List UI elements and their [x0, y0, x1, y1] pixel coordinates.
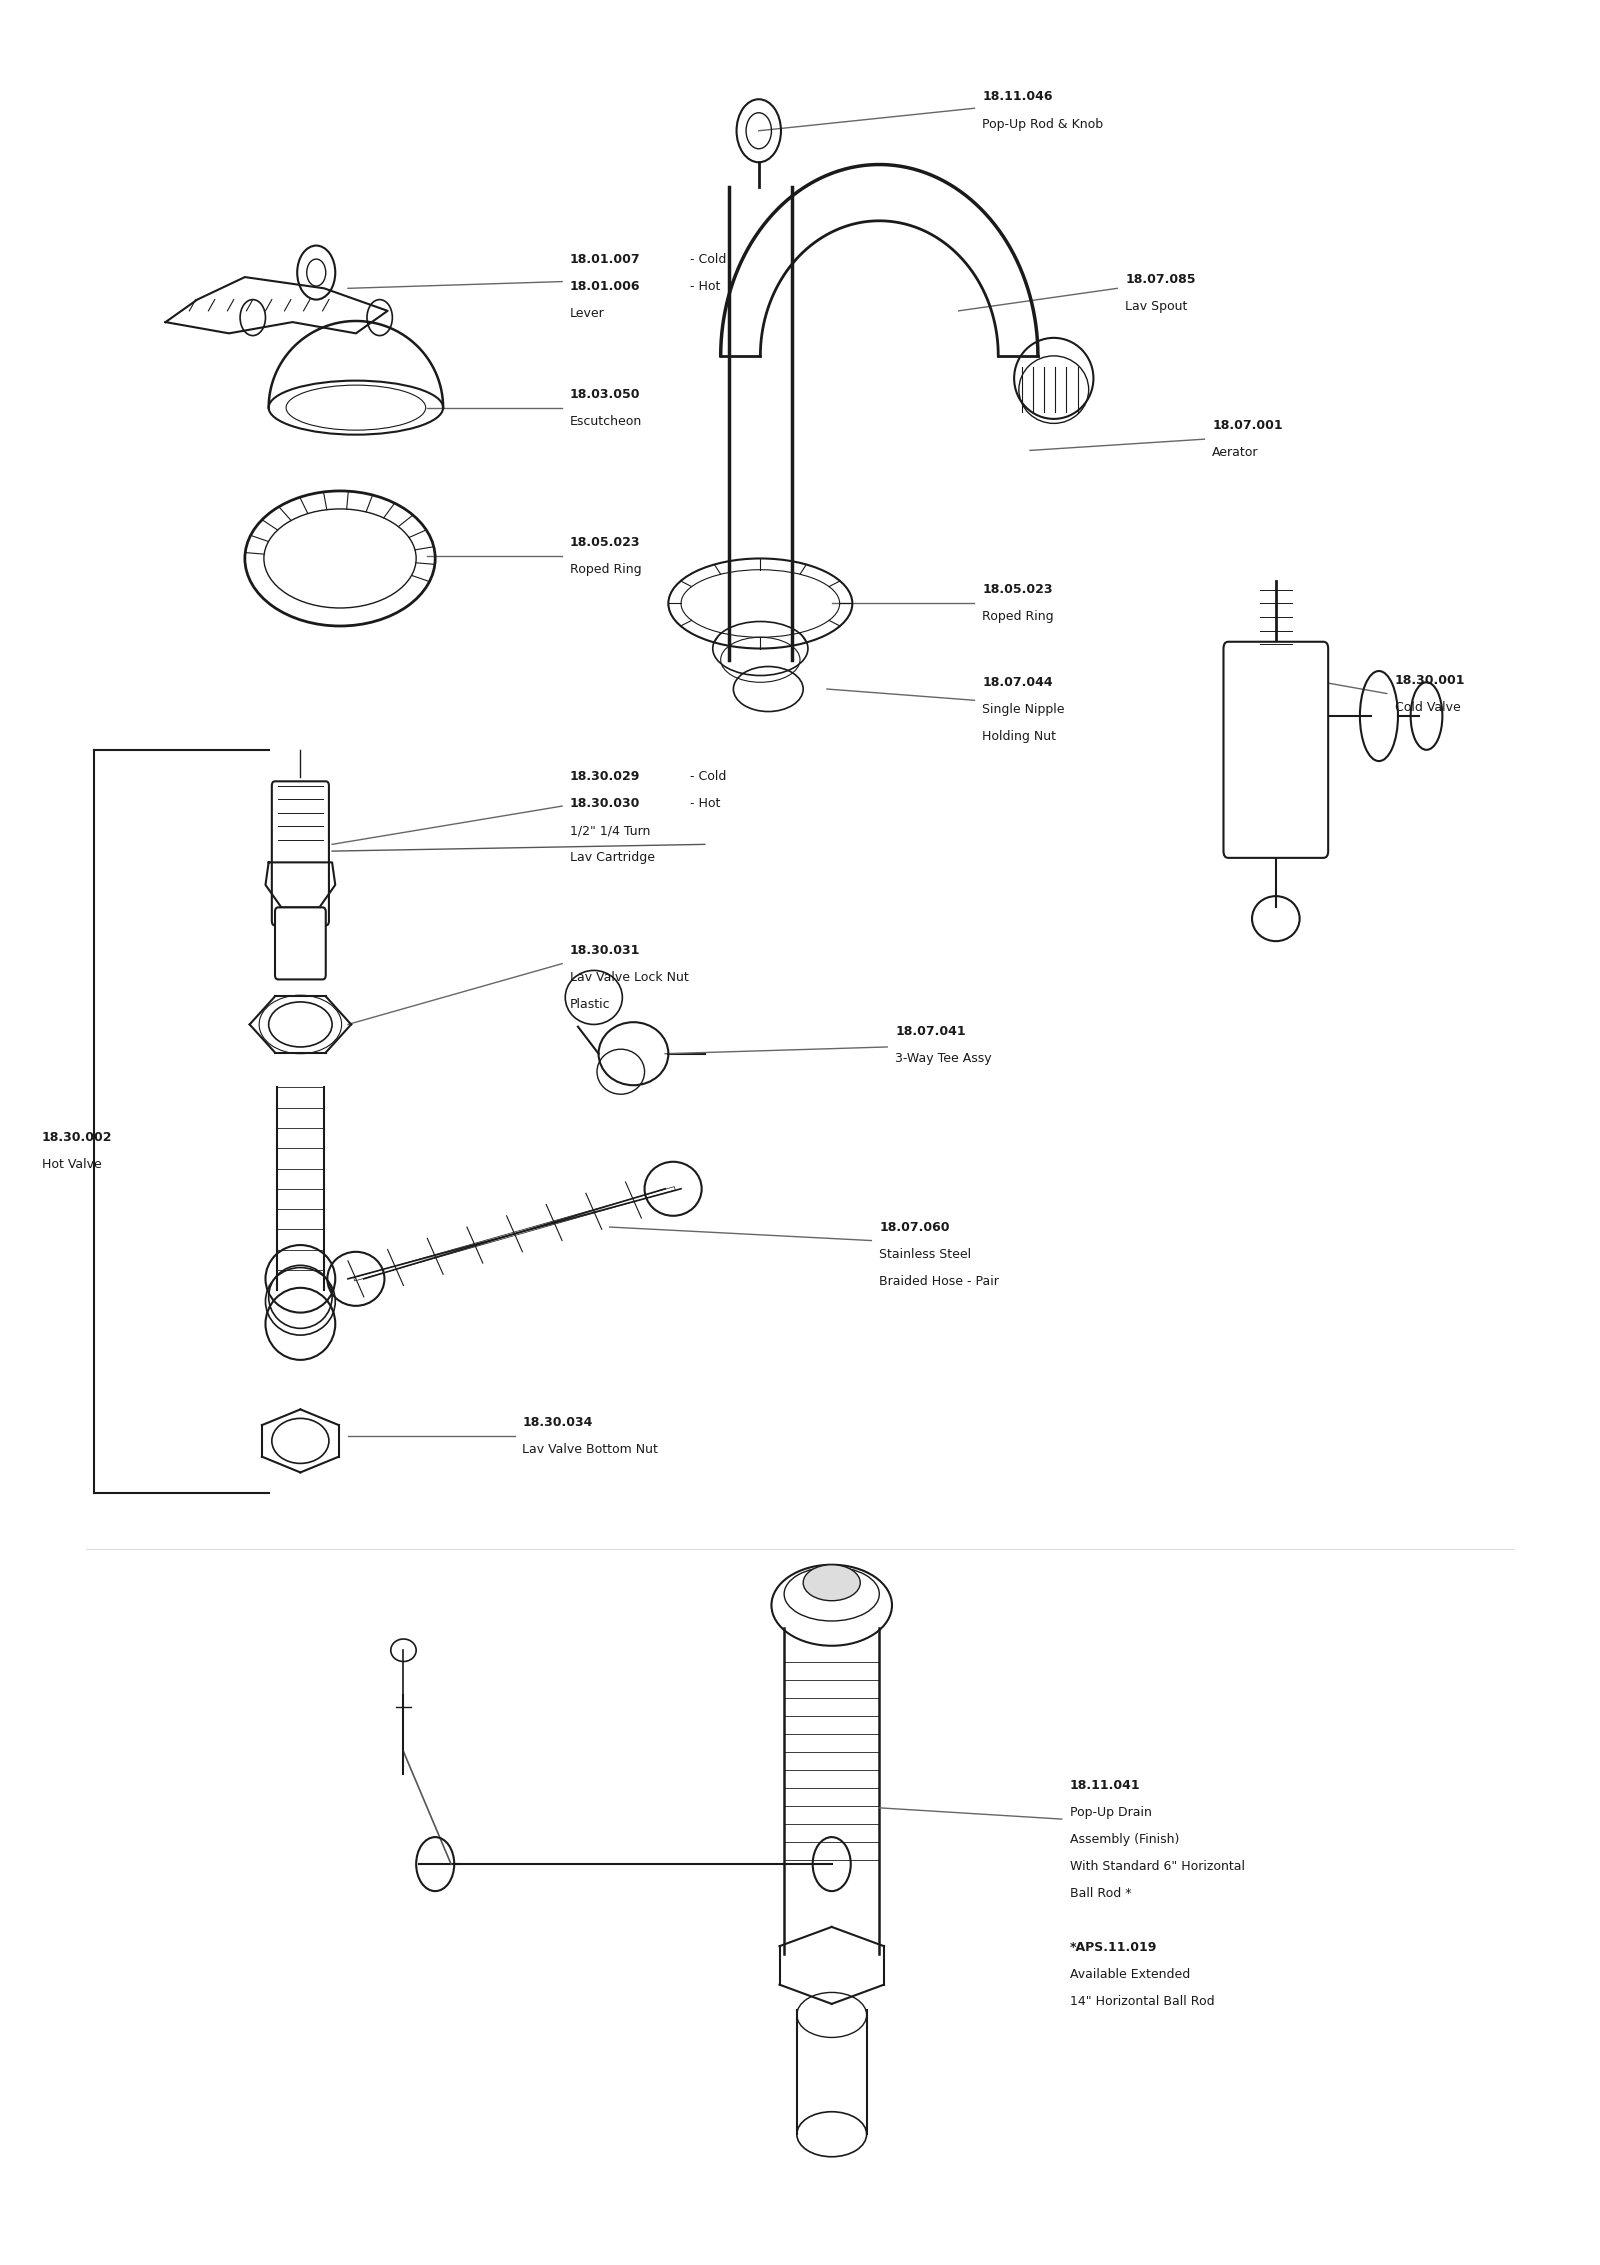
Text: 18.05.023: 18.05.023: [570, 537, 640, 548]
Text: Aerator: Aerator: [1213, 446, 1259, 460]
Text: Assembly (Finish): Assembly (Finish): [1070, 1832, 1179, 1846]
Text: - Hot: - Hot: [686, 279, 720, 292]
Text: Cold Valve: Cold Valve: [1395, 700, 1461, 713]
Text: Hot Valve: Hot Valve: [42, 1157, 101, 1171]
Text: 18.11.041: 18.11.041: [1070, 1778, 1141, 1792]
Text: Single Nipple: Single Nipple: [982, 702, 1066, 716]
Text: 18.30.031: 18.30.031: [570, 945, 640, 956]
Text: Lav Valve Lock Nut: Lav Valve Lock Nut: [570, 972, 688, 983]
Text: 18.30.029: 18.30.029: [570, 770, 640, 784]
Text: 18.01.006: 18.01.006: [570, 279, 640, 292]
Text: 18.30.034: 18.30.034: [523, 1416, 594, 1429]
FancyBboxPatch shape: [1224, 641, 1328, 858]
Text: 18.05.023: 18.05.023: [982, 584, 1053, 596]
Text: Roped Ring: Roped Ring: [982, 612, 1054, 623]
Text: 18.07.001: 18.07.001: [1213, 419, 1283, 433]
Text: Lav Cartridge: Lav Cartridge: [570, 852, 654, 865]
Text: Pop-Up Drain: Pop-Up Drain: [1070, 1805, 1152, 1819]
Ellipse shape: [803, 1565, 861, 1601]
Text: Available Extended: Available Extended: [1070, 1968, 1190, 1982]
Text: 1/2" 1/4 Turn: 1/2" 1/4 Turn: [570, 824, 650, 838]
Text: Escutcheon: Escutcheon: [570, 414, 642, 428]
Text: Lever: Lever: [570, 306, 605, 319]
Text: 18.07.044: 18.07.044: [982, 675, 1053, 689]
Text: Lav Spout: Lav Spout: [1125, 299, 1187, 313]
Text: Lav Valve Bottom Nut: Lav Valve Bottom Nut: [523, 1443, 658, 1456]
Text: Roped Ring: Roped Ring: [570, 564, 642, 575]
Text: - Hot: - Hot: [686, 797, 720, 811]
Text: - Cold: - Cold: [686, 254, 726, 265]
Text: Ball Rod *: Ball Rod *: [1070, 1887, 1131, 1900]
Text: Braided Hose - Pair: Braided Hose - Pair: [880, 1275, 998, 1287]
Text: Stainless Steel: Stainless Steel: [880, 1248, 971, 1262]
Text: 18.11.046: 18.11.046: [982, 91, 1053, 104]
Text: Pop-Up Rod & Knob: Pop-Up Rod & Knob: [982, 118, 1104, 131]
Text: 18.07.085: 18.07.085: [1125, 272, 1195, 285]
Text: 18.07.060: 18.07.060: [880, 1221, 950, 1234]
FancyBboxPatch shape: [275, 908, 326, 978]
Text: *APS.11.019: *APS.11.019: [1070, 1941, 1157, 1955]
Text: 3-Way Tee Assy: 3-Way Tee Assy: [894, 1051, 992, 1065]
Text: 18.30.001: 18.30.001: [1395, 673, 1466, 686]
Text: 18.01.007: 18.01.007: [570, 254, 640, 265]
Text: Plastic: Plastic: [570, 997, 611, 1010]
FancyBboxPatch shape: [272, 781, 330, 926]
Text: 18.30.002: 18.30.002: [42, 1130, 112, 1144]
Text: 14" Horizontal Ball Rod: 14" Horizontal Ball Rod: [1070, 1995, 1214, 2009]
Text: Holding Nut: Holding Nut: [982, 729, 1056, 743]
Text: 18.30.030: 18.30.030: [570, 797, 640, 811]
Text: 18.03.050: 18.03.050: [570, 387, 640, 401]
Text: 18.07.041: 18.07.041: [894, 1024, 966, 1037]
Text: - Cold: - Cold: [686, 770, 726, 784]
Text: With Standard 6" Horizontal: With Standard 6" Horizontal: [1070, 1860, 1245, 1873]
